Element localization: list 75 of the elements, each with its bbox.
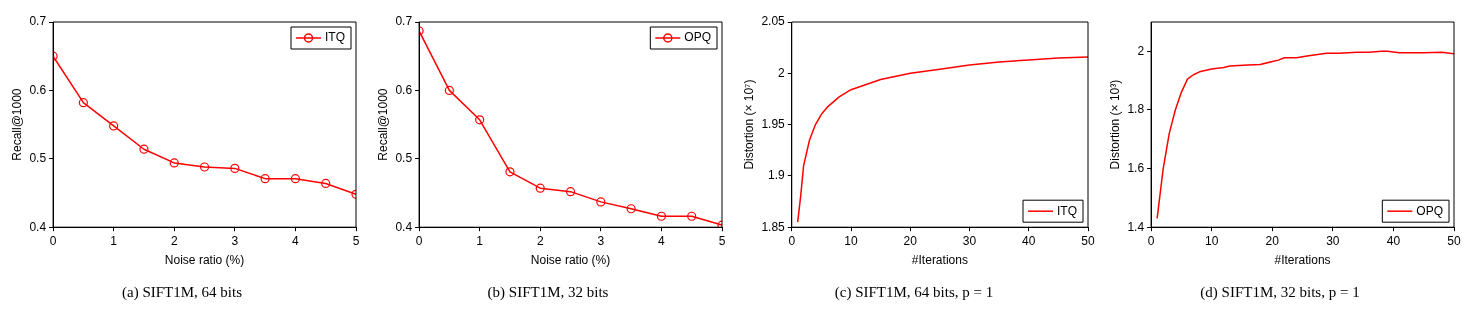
legend-label: OPQ xyxy=(1416,203,1443,218)
x-tick-label: 1 xyxy=(110,233,118,248)
point xyxy=(626,204,636,214)
x-tick-label: 4 xyxy=(658,233,666,248)
x-tick-label: 40 xyxy=(1386,233,1401,248)
x-tick-label: 10 xyxy=(844,233,858,248)
y-tick-label: 1.6 xyxy=(1127,160,1145,175)
x-tick-label: 30 xyxy=(962,233,977,248)
y-tick-label: 0.4 xyxy=(29,219,47,234)
x-tick-label: 0 xyxy=(1147,233,1155,248)
x-tick-label: 0 xyxy=(49,233,57,248)
text: (c) SIFT1M, 64 bits, p = 1 xyxy=(834,283,994,301)
text: (a) SIFT1M, 64 bits xyxy=(122,283,243,301)
point xyxy=(444,85,454,95)
x-tick-label: 30 xyxy=(1326,233,1340,248)
y-tick-label: 0.6 xyxy=(29,82,47,97)
point xyxy=(475,115,485,125)
x-tick-label: 3 xyxy=(597,233,605,248)
x-tick-label: 2 xyxy=(170,233,178,248)
text: (d) SIFT1M, 32 bits, p = 1 xyxy=(1200,283,1360,301)
point xyxy=(230,163,240,173)
x-tick-label: 5 xyxy=(718,233,726,248)
point xyxy=(109,121,119,131)
point xyxy=(505,167,515,177)
point xyxy=(565,187,576,197)
point xyxy=(78,98,88,108)
x-tick-label: 50 xyxy=(1081,233,1095,248)
x-axis-title: #Iterations xyxy=(1274,253,1331,268)
x-tick-label: 0 xyxy=(788,233,796,248)
y-tick-label: 0.5 xyxy=(29,151,47,166)
y-tick-label: 1.85 xyxy=(761,219,786,234)
point xyxy=(535,183,545,193)
y-tick-label: 0.5 xyxy=(395,151,413,166)
x-tick-label: 2 xyxy=(536,233,544,248)
x-axis-title: #Iterations xyxy=(911,253,968,268)
x-tick-label: 0 xyxy=(415,233,423,248)
x-tick-label: 50 xyxy=(1447,233,1461,248)
y-axis-title: Recall@1000 xyxy=(9,88,24,161)
y-axis-title: Recall@1000 xyxy=(375,88,390,161)
legend-label: OPQ xyxy=(684,30,711,45)
y-tick-label: 0.7 xyxy=(29,14,47,29)
y-tick-label: 1.8 xyxy=(1127,102,1145,117)
point xyxy=(199,162,210,172)
x-axis-title: Noise ratio (%) xyxy=(164,253,245,268)
y-tick-label: 0.7 xyxy=(395,14,413,29)
x-tick-label: 5 xyxy=(352,233,360,248)
point xyxy=(139,144,149,154)
x-tick-label: 10 xyxy=(1204,233,1219,248)
point xyxy=(687,211,697,221)
y-axis-title: Distortion (× 10⁷) xyxy=(741,79,756,170)
x-tick-label: 20 xyxy=(1265,233,1280,248)
y-tick-label: 1.4 xyxy=(1127,219,1145,234)
point xyxy=(290,174,301,184)
x-tick-label: 3 xyxy=(231,233,239,248)
x-tick-label: 1 xyxy=(476,233,484,248)
point xyxy=(260,174,270,184)
text: (b) SIFT1M, 32 bits xyxy=(487,283,609,301)
legend-label: ITQ xyxy=(1057,203,1077,218)
point xyxy=(596,197,606,207)
point xyxy=(169,158,179,168)
x-tick-label: 4 xyxy=(292,233,300,248)
legend-label: ITQ xyxy=(325,30,345,45)
y-tick-label: 1.95 xyxy=(761,116,786,131)
y-tick-label: 2.05 xyxy=(761,14,786,29)
point xyxy=(321,178,331,189)
x-tick-label: 40 xyxy=(1022,233,1036,248)
x-axis-title: Noise ratio (%) xyxy=(530,253,611,268)
y-axis-title: Distortion (× 10³) xyxy=(1107,79,1122,170)
point xyxy=(656,211,667,221)
y-tick-label: 1.9 xyxy=(768,168,786,183)
y-tick-label: 0.4 xyxy=(395,219,413,234)
x-tick-label: 20 xyxy=(903,233,918,248)
y-tick-label: 0.6 xyxy=(395,82,413,97)
y-tick-label: 2 xyxy=(778,65,786,80)
y-tick-label: 2 xyxy=(1137,43,1145,58)
